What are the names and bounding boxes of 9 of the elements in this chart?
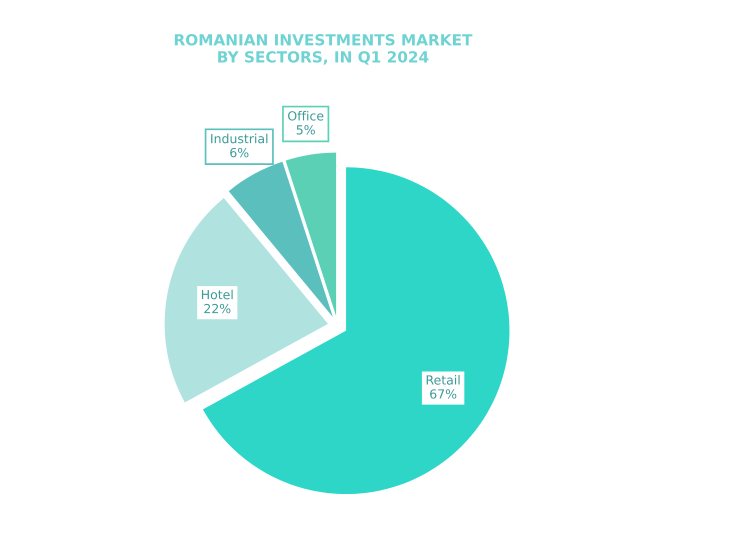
slice-label: Industrial xyxy=(211,134,268,144)
slice-label: Office xyxy=(288,110,324,121)
data-label: 67% xyxy=(430,389,456,399)
slice-label: Hotel xyxy=(202,290,233,300)
data-label: 5% xyxy=(296,125,315,135)
data-label: 22% xyxy=(204,304,230,314)
slice-label: Retail xyxy=(426,375,460,385)
data-label: 6% xyxy=(230,148,248,158)
chart-title: ROMANIAN INVESTMENTS MARKET BY SECTORS, IN Q1 2024 xyxy=(174,34,472,65)
